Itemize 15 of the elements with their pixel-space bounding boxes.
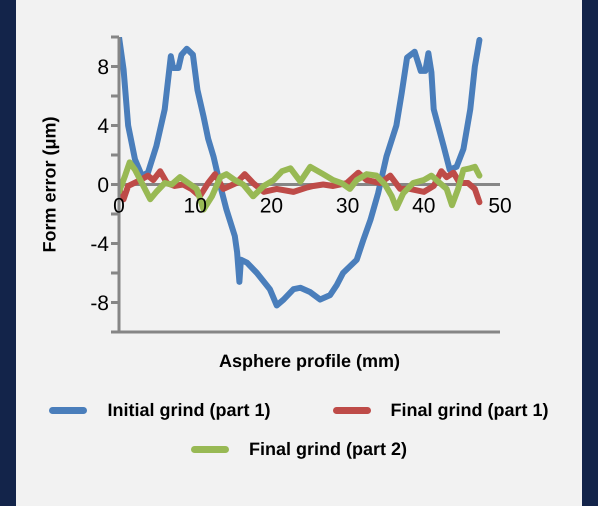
legend-label: Final grind (part 2) xyxy=(248,439,407,460)
x-tick-label: 30 xyxy=(336,194,360,218)
y-tick-label: 4 xyxy=(97,114,110,138)
y-tick-label: -8 xyxy=(90,292,109,315)
x-tick-label: 20 xyxy=(260,194,284,218)
y-tick-label: -4 xyxy=(90,232,110,256)
legend-label: Final grind (part 1) xyxy=(390,400,549,421)
x-tick-label: 40 xyxy=(412,194,436,218)
y-tick-label: 8 xyxy=(97,56,109,79)
x-tick-label: 0 xyxy=(113,194,125,218)
x-axis-title: Asphere profile (mm) xyxy=(218,351,400,371)
x-tick-label: 50 xyxy=(488,194,512,218)
y-axis-title: Form error (μm) xyxy=(39,116,60,253)
legend-label: Initial grind (part 1) xyxy=(107,400,270,421)
y-tick-label: 0 xyxy=(97,174,109,197)
